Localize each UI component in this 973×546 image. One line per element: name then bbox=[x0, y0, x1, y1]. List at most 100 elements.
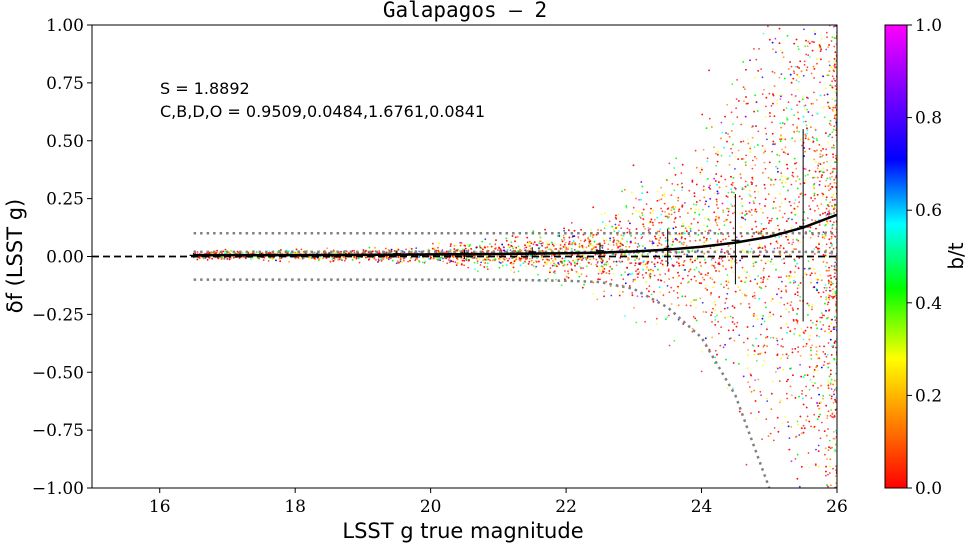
scatter-point bbox=[821, 236, 824, 239]
scatter-point bbox=[261, 251, 264, 254]
scatter-point bbox=[729, 337, 732, 340]
scatter-point bbox=[541, 250, 544, 252]
scatter-point bbox=[635, 210, 638, 213]
scatter-point bbox=[805, 419, 808, 422]
scatter-point bbox=[832, 282, 834, 285]
scatter-point bbox=[772, 48, 774, 51]
scatter-point bbox=[553, 262, 555, 265]
scatter-point bbox=[833, 178, 836, 181]
scatter-point bbox=[718, 186, 721, 189]
scatter-point bbox=[374, 247, 376, 249]
scatter-point bbox=[824, 453, 826, 456]
scatter-point bbox=[818, 393, 820, 396]
scatter-point bbox=[411, 250, 414, 252]
scatter-point bbox=[766, 216, 769, 219]
scatter-point bbox=[807, 260, 810, 262]
scatter-point bbox=[553, 248, 556, 250]
scatter-point bbox=[780, 290, 783, 293]
scatter-point bbox=[597, 272, 600, 275]
scatter-point bbox=[560, 238, 563, 241]
scatter-point bbox=[753, 48, 755, 50]
scatter-point bbox=[722, 238, 724, 241]
scatter-point bbox=[651, 261, 653, 263]
scatter-point bbox=[599, 260, 602, 263]
scatter-point bbox=[377, 259, 380, 262]
scatter-point bbox=[797, 239, 800, 242]
scatter-point bbox=[695, 208, 697, 211]
scatter-point bbox=[722, 346, 725, 349]
scatter-point bbox=[775, 227, 777, 230]
scatter-point bbox=[811, 344, 814, 347]
scatter-point bbox=[716, 150, 719, 153]
scatter-point bbox=[779, 399, 782, 402]
scatter-point bbox=[585, 258, 588, 261]
scatter-point bbox=[829, 133, 831, 136]
scatter-point bbox=[648, 290, 650, 293]
scatter-point bbox=[833, 265, 836, 267]
scatter-point bbox=[748, 193, 751, 196]
scatter-point bbox=[696, 257, 699, 260]
scatter-point bbox=[832, 170, 834, 173]
scatter-point bbox=[755, 58, 758, 61]
scatter-point bbox=[790, 81, 793, 84]
scatter-point bbox=[756, 315, 758, 317]
scatter-point bbox=[548, 248, 550, 251]
scatter-point bbox=[830, 395, 833, 398]
scatter-point bbox=[541, 244, 543, 247]
scatter-point bbox=[802, 338, 805, 341]
scatter-point bbox=[540, 242, 543, 245]
scatter-point bbox=[551, 241, 553, 244]
scatter-point bbox=[769, 336, 772, 339]
scatter-point bbox=[805, 394, 807, 397]
scatter-point bbox=[826, 415, 829, 417]
scatter-point bbox=[791, 218, 793, 221]
scatter-point bbox=[790, 211, 793, 214]
scatter-point bbox=[723, 286, 725, 289]
scatter-point bbox=[546, 246, 549, 249]
scatter-point bbox=[834, 401, 837, 403]
scatter-point bbox=[617, 213, 620, 216]
scatter-point bbox=[762, 315, 765, 317]
scatter-point bbox=[552, 271, 555, 273]
scatter-point bbox=[808, 466, 811, 469]
scatter-point bbox=[729, 315, 732, 318]
scatter-point bbox=[781, 353, 784, 356]
scatter-point bbox=[705, 237, 708, 240]
scatter-point bbox=[775, 51, 777, 54]
scatter-point bbox=[532, 230, 535, 233]
scatter-point bbox=[833, 276, 836, 278]
scatter-point bbox=[825, 148, 827, 151]
scatter-point bbox=[510, 261, 513, 264]
scatter-point bbox=[620, 227, 622, 230]
scatter-point bbox=[746, 326, 749, 328]
scatter-point bbox=[763, 344, 766, 347]
scatter-point bbox=[732, 387, 734, 390]
scatter-point bbox=[828, 325, 831, 328]
scatter-point bbox=[600, 258, 603, 260]
scatter-point bbox=[728, 155, 731, 158]
scatter-point bbox=[789, 61, 791, 63]
scatter-point bbox=[668, 213, 670, 215]
scatter-point bbox=[670, 194, 673, 197]
scatter-point bbox=[832, 416, 835, 419]
scatter-point bbox=[740, 235, 743, 238]
scatter-point bbox=[626, 240, 628, 243]
scatter-point bbox=[811, 381, 813, 384]
scatter-point bbox=[641, 274, 644, 276]
scatter-point bbox=[535, 261, 538, 263]
scatter-point bbox=[717, 192, 720, 195]
scatter-point bbox=[691, 179, 694, 182]
scatter-point bbox=[834, 429, 837, 432]
scatter-point bbox=[611, 253, 614, 255]
scatter-point bbox=[811, 306, 813, 308]
scatter-point bbox=[793, 70, 795, 73]
scatter-point bbox=[780, 49, 782, 52]
scatter-point bbox=[784, 146, 787, 149]
scatter-point bbox=[815, 137, 818, 140]
scatter-point bbox=[791, 348, 794, 350]
scatter-point bbox=[341, 259, 343, 262]
scatter-point bbox=[690, 301, 693, 303]
scatter-point bbox=[628, 253, 630, 256]
scatter-point bbox=[744, 218, 747, 221]
scatter-point bbox=[749, 145, 752, 148]
